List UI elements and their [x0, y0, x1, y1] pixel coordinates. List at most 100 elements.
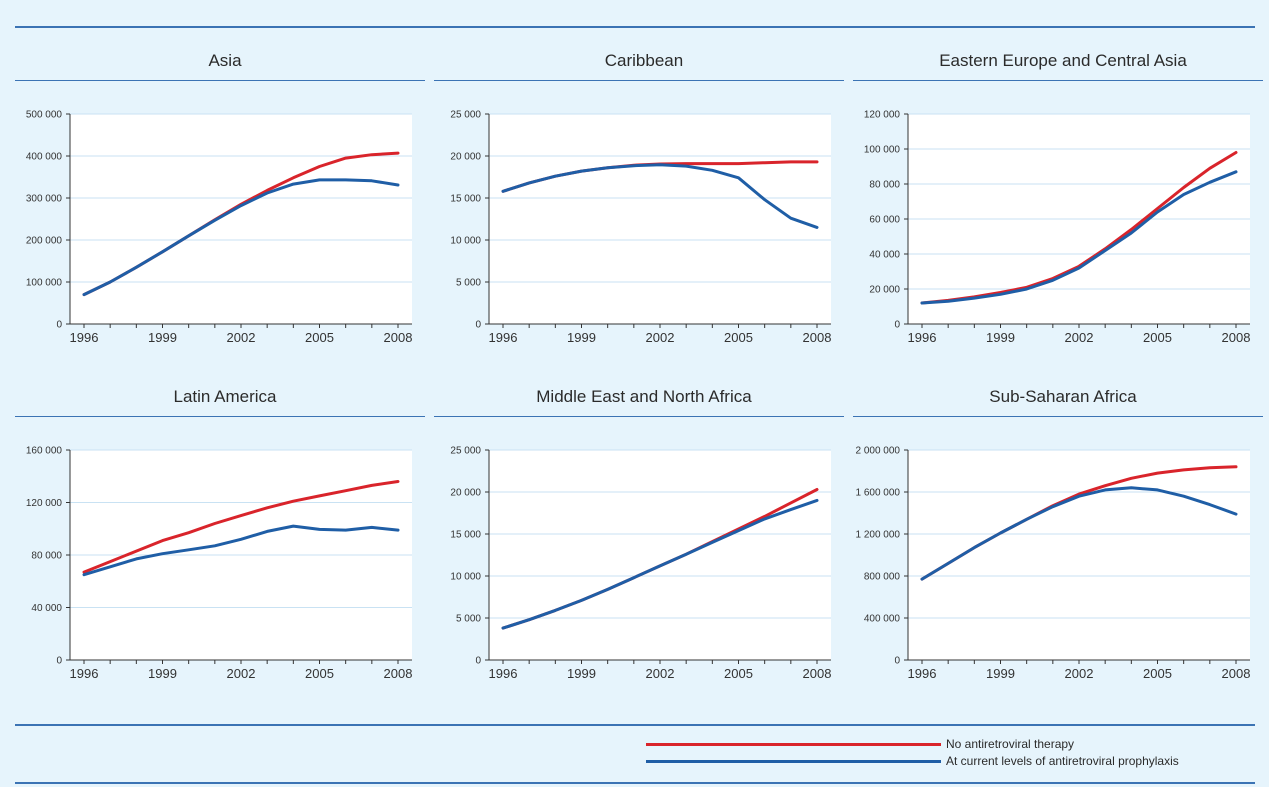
- legend-item-current-art: At current levels of antiretroviral prop…: [646, 753, 1266, 770]
- x-tick-label: 2008: [803, 666, 832, 681]
- legend-swatch-current-art: [646, 760, 941, 763]
- panel-title: Sub-Saharan Africa: [989, 387, 1137, 406]
- x-tick-label: 2005: [1143, 330, 1172, 345]
- panel-latin-america: Latin America 0 40 000 80 000 120 000 160 00…: [15, 380, 435, 710]
- y-tick-label: 500 000: [26, 110, 63, 121]
- y-tick-label: 15 000: [450, 530, 481, 541]
- chart-svg: 0 40 000 80 000 120 000 160 000 1996 1999 2002 2…: [15, 416, 425, 681]
- x-tick-label: 1999: [148, 666, 177, 681]
- y-tick-label: 0: [894, 320, 900, 331]
- y-tick-label: 1 200 000: [856, 530, 901, 541]
- y-tick-label: 80 000: [31, 551, 62, 562]
- y-tick-label: 25 000: [450, 446, 481, 457]
- x-tick-label: 1999: [986, 666, 1015, 681]
- x-tick-label: 2008: [384, 330, 413, 345]
- top-rule: [15, 26, 1255, 28]
- y-tick-label: 160 000: [26, 446, 63, 457]
- y-tick-label: 120 000: [864, 110, 901, 121]
- x-tick-label: 2005: [305, 666, 334, 681]
- panel-title: Middle East and North Africa: [536, 387, 752, 406]
- series-line-no-art: [82, 480, 400, 574]
- y-tick-label: 80 000: [869, 180, 900, 191]
- chart-svg: 0 100 000 200 000 300 000 400 000 500 000 1996…: [15, 80, 425, 345]
- plot-area: [70, 114, 412, 324]
- x-tick-label: 1996: [489, 330, 518, 345]
- x-tick-label: 2002: [646, 330, 675, 345]
- x-tick-label: 1999: [567, 330, 596, 345]
- x-tick-label: 2002: [1065, 330, 1094, 345]
- x-tick-label: 2002: [227, 330, 256, 345]
- y-tick-label: 5 000: [456, 278, 481, 289]
- y-tick-label: 0: [475, 320, 481, 331]
- x-tick-label: 1999: [986, 330, 1015, 345]
- plot-area: [489, 450, 831, 660]
- y-tick-label: 100 000: [26, 278, 63, 289]
- legend: No antiretroviral therapy At current lev…: [646, 736, 1266, 776]
- y-tick-label: 40 000: [869, 250, 900, 261]
- legend-label: No antiretroviral therapy: [946, 737, 1075, 751]
- x-tick-label: 1999: [148, 330, 177, 345]
- y-tick-label: 0: [894, 656, 900, 667]
- series-line-current-art: [82, 524, 400, 577]
- x-tick-label: 2002: [646, 666, 675, 681]
- y-tick-label: 400 000: [26, 152, 63, 163]
- y-tick-label: 20 000: [869, 285, 900, 296]
- series-line-current-art: [920, 486, 1238, 581]
- x-tick-label: 2005: [305, 330, 334, 345]
- chart-svg: 0 5 000 10 000 15 000 20 000 25 000 1996 1999 20…: [434, 416, 844, 681]
- y-tick-label: 0: [56, 320, 62, 331]
- y-tick-label: 0: [475, 656, 481, 667]
- panel-title: Eastern Europe and Central Asia: [939, 51, 1187, 70]
- y-tick-label: 800 000: [864, 572, 901, 583]
- y-tick-label: 20 000: [450, 152, 481, 163]
- plot-area: [489, 114, 831, 324]
- y-tick-label: 40 000: [31, 603, 62, 614]
- y-tick-label: 0: [56, 656, 62, 667]
- plot-area: [908, 450, 1250, 660]
- y-tick-label: 15 000: [450, 194, 481, 205]
- x-tick-label: 2005: [1143, 666, 1172, 681]
- series-line-current-art: [920, 170, 1238, 305]
- x-tick-label: 1996: [908, 666, 937, 681]
- panel-title: Caribbean: [604, 51, 684, 70]
- y-tick-label: 1 600 000: [856, 488, 901, 499]
- y-tick-label: 300 000: [26, 194, 63, 205]
- panel-asia: Asia 0 100 000 200 000 300 000 400 000 500 00…: [15, 44, 435, 374]
- panel-eastern-europe-central-asia: Eastern Europe and Central Asia 0 20 000 4…: [853, 44, 1269, 374]
- panel-caribbean: Caribbean 0 5 000 10 000 15 000 20 000 25 000…: [434, 44, 854, 374]
- x-tick-label: 2008: [384, 666, 413, 681]
- series-line-current-art: [501, 498, 819, 630]
- legend-label: At current levels of antiretroviral prop…: [946, 754, 1179, 768]
- y-tick-label: 5 000: [456, 614, 481, 625]
- series-line-current-art: [501, 163, 819, 229]
- y-tick-label: 2 000 000: [856, 446, 901, 457]
- x-tick-label: 1996: [908, 330, 937, 345]
- x-tick-label: 2002: [227, 666, 256, 681]
- y-tick-label: 10 000: [450, 236, 481, 247]
- x-tick-label: 2008: [1222, 330, 1251, 345]
- legend-top-rule: [15, 724, 1255, 726]
- y-tick-label: 200 000: [26, 236, 63, 247]
- x-tick-label: 2002: [1065, 666, 1094, 681]
- x-tick-label: 2005: [724, 330, 753, 345]
- series-line-current-art: [82, 178, 400, 297]
- y-tick-label: 10 000: [450, 572, 481, 583]
- chart-svg: 0 20 000 40 000 60 000 80 000 100 000 120 000 1…: [853, 80, 1263, 345]
- x-tick-label: 1996: [70, 666, 99, 681]
- legend-item-no-art: No antiretroviral therapy: [646, 736, 1266, 753]
- x-tick-label: 1996: [489, 666, 518, 681]
- x-tick-label: 2008: [803, 330, 832, 345]
- y-tick-label: 25 000: [450, 110, 481, 121]
- y-tick-label: 100 000: [864, 145, 901, 156]
- panel-title: Latin America: [173, 387, 277, 406]
- x-tick-label: 2008: [1222, 666, 1251, 681]
- chart-svg: 0 400 000 800 000 1 200 000 1 600 000 2 000 0…: [853, 416, 1263, 681]
- legend-swatch-no-art: [646, 743, 941, 746]
- panel-middle-east-north-africa: Middle East and North Africa 0 5 000 10 00…: [434, 380, 854, 710]
- chart-svg: 0 5 000 10 000 15 000 20 000 25 000 1996 1999 20…: [434, 80, 844, 345]
- y-tick-label: 60 000: [869, 215, 900, 226]
- y-tick-label: 120 000: [26, 498, 63, 509]
- x-tick-label: 1996: [70, 330, 99, 345]
- y-tick-label: 20 000: [450, 488, 481, 499]
